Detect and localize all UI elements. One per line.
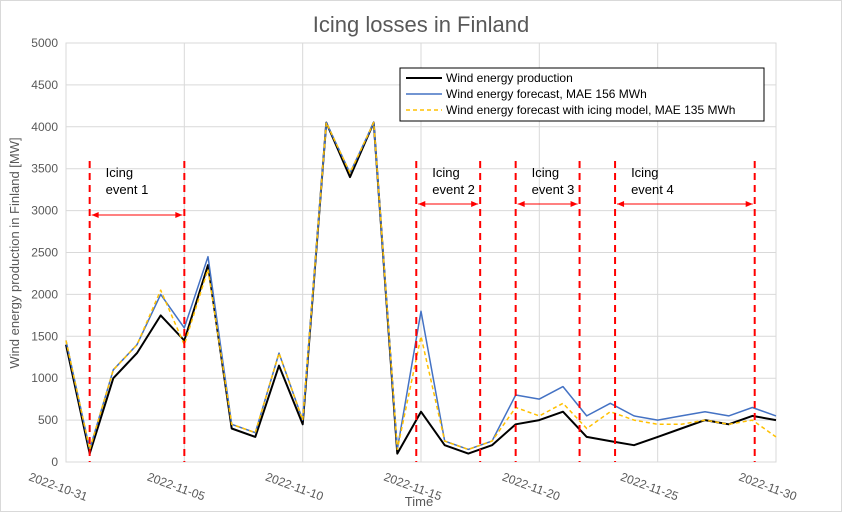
y-axis-title: Wind energy production in Finland [MW] [7, 137, 22, 368]
y-tick-label: 4500 [31, 78, 58, 92]
x-tick-label: 2022-11-05 [145, 470, 207, 504]
series-line-1 [65, 121, 777, 455]
arrowhead-left [517, 201, 525, 207]
x-tick-label: 2022-11-25 [619, 470, 681, 504]
y-tick-label: 4000 [31, 120, 58, 134]
icing-event-label: Icing event 4 [631, 165, 674, 197]
legend-entry: Wind energy production [446, 71, 573, 85]
icing-event-label: Icing event 2 [432, 165, 475, 197]
chart-title: Icing losses in Finland [313, 12, 529, 37]
series-line-2 [65, 121, 777, 451]
y-tick-label: 0 [51, 455, 58, 469]
y-tick-label: 2500 [31, 246, 58, 260]
legend-entry: Wind energy forecast with icing model, M… [446, 103, 735, 117]
x-tick-label: 2022-10-31 [27, 470, 90, 504]
icing-event-annotations: Icing event 1 Icing event 2 Icing event 3 Icin… [88, 161, 756, 462]
y-tick-label: 2000 [31, 287, 58, 301]
arrowhead-left [617, 201, 625, 207]
y-tick-label: 500 [38, 413, 58, 427]
y-tick-label: 3500 [31, 162, 58, 176]
y-tick-label: 1000 [31, 371, 58, 385]
y-tick-label: 5000 [31, 36, 58, 50]
icing-event-label: Icing event 1 [106, 165, 149, 197]
arrowhead-right [175, 212, 183, 218]
x-tick-label: 2022-11-30 [737, 470, 799, 504]
arrowhead-right [471, 201, 479, 207]
arrowhead-left [418, 201, 426, 207]
x-axis-title: Time [405, 494, 433, 509]
y-tick-label: 3000 [31, 204, 58, 218]
series-lines [65, 121, 777, 455]
legend-entry: Wind energy forecast, MAE 156 MWh [446, 87, 647, 101]
icing-event-label: Icing event 3 [532, 165, 575, 197]
x-tick-label: 2022-11-10 [264, 470, 326, 504]
arrowhead-right [745, 201, 753, 207]
arrowhead-right [570, 201, 578, 207]
y-tick-label: 1500 [31, 329, 58, 343]
x-tick-label: 2022-11-20 [500, 470, 562, 504]
arrowhead-left [91, 212, 99, 218]
legend: Wind energy production Wind energy foreca… [399, 67, 765, 122]
legend-box [399, 67, 765, 122]
